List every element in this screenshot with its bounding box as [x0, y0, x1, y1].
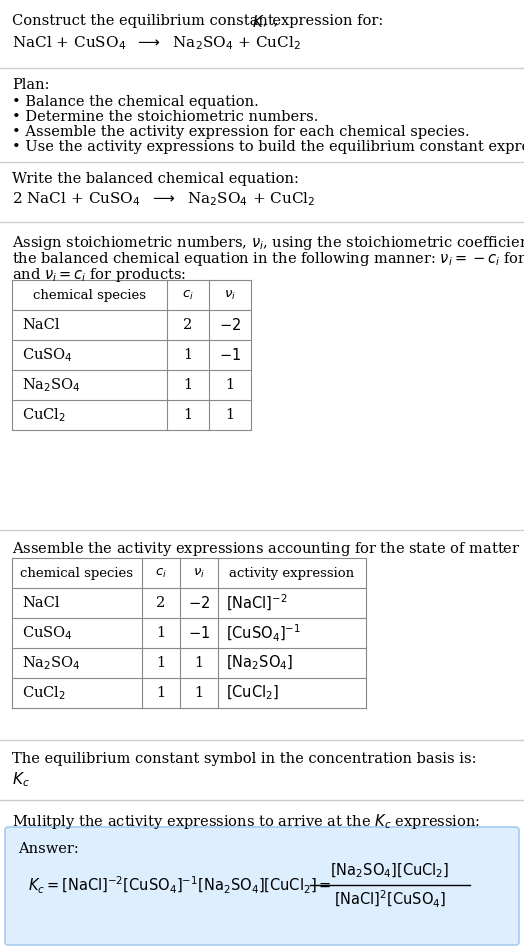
Text: $[\mathrm{Na_2SO_4}]$: $[\mathrm{Na_2SO_4}]$: [226, 653, 293, 672]
Text: chemical species: chemical species: [33, 288, 146, 301]
Text: Na$_2$SO$_4$: Na$_2$SO$_4$: [22, 377, 81, 394]
Text: $\nu_i$: $\nu_i$: [193, 567, 205, 579]
Text: chemical species: chemical species: [20, 567, 134, 579]
Text: Write the balanced chemical equation:: Write the balanced chemical equation:: [12, 172, 299, 186]
Text: Plan:: Plan:: [12, 78, 49, 92]
Text: 2 NaCl + CuSO$_4$  $\longrightarrow$  Na$_2$SO$_4$ + CuCl$_2$: 2 NaCl + CuSO$_4$ $\longrightarrow$ Na$_…: [12, 190, 315, 207]
Text: the balanced chemical equation in the following manner: $\nu_i = -c_i$ for react: the balanced chemical equation in the fo…: [12, 250, 524, 268]
Text: $[\mathrm{CuCl_2}]$: $[\mathrm{CuCl_2}]$: [226, 684, 279, 702]
Text: $K_c$: $K_c$: [12, 770, 30, 788]
Text: 1: 1: [157, 686, 166, 700]
Text: $-2$: $-2$: [219, 317, 241, 333]
Text: 1: 1: [183, 348, 192, 362]
Text: CuCl$_2$: CuCl$_2$: [22, 684, 66, 702]
Text: and $\nu_i = c_i$ for products:: and $\nu_i = c_i$ for products:: [12, 266, 187, 284]
Text: Answer:: Answer:: [18, 842, 79, 856]
Text: $c_i$: $c_i$: [182, 288, 194, 301]
Text: 1: 1: [183, 378, 192, 392]
Text: $K$: $K$: [252, 14, 265, 30]
Text: 2: 2: [183, 318, 193, 332]
Text: CuSO$_4$: CuSO$_4$: [22, 346, 73, 364]
Text: • Use the activity expressions to build the equilibrium constant expression.: • Use the activity expressions to build …: [12, 140, 524, 154]
Text: 2: 2: [156, 596, 166, 610]
Text: The equilibrium constant symbol in the concentration basis is:: The equilibrium constant symbol in the c…: [12, 752, 476, 766]
Text: NaCl: NaCl: [22, 596, 60, 610]
Text: NaCl: NaCl: [22, 318, 60, 332]
Text: $-1$: $-1$: [188, 625, 210, 641]
Text: NaCl + CuSO$_4$  $\longrightarrow$  Na$_2$SO$_4$ + CuCl$_2$: NaCl + CuSO$_4$ $\longrightarrow$ Na$_2$…: [12, 34, 301, 51]
Text: , expression for:: , expression for:: [263, 14, 383, 28]
Text: 1: 1: [183, 408, 192, 422]
Text: 1: 1: [194, 656, 203, 670]
Text: $-2$: $-2$: [188, 595, 210, 611]
Text: 1: 1: [157, 626, 166, 640]
Text: Mulitply the activity expressions to arrive at the $K_c$ expression:: Mulitply the activity expressions to arr…: [12, 812, 480, 831]
Text: Na$_2$SO$_4$: Na$_2$SO$_4$: [22, 654, 81, 671]
Text: CuCl$_2$: CuCl$_2$: [22, 406, 66, 424]
Text: • Balance the chemical equation.: • Balance the chemical equation.: [12, 95, 259, 109]
Text: $[\mathrm{CuSO_4}]^{-1}$: $[\mathrm{CuSO_4}]^{-1}$: [226, 623, 301, 644]
Text: $\nu_i$: $\nu_i$: [224, 288, 236, 301]
Text: 1: 1: [225, 378, 235, 392]
Text: • Assemble the activity expression for each chemical species.: • Assemble the activity expression for e…: [12, 125, 470, 139]
Text: $[\mathrm{NaCl}]^2[\mathrm{CuSO_4}]$: $[\mathrm{NaCl}]^2[\mathrm{CuSO_4}]$: [334, 888, 446, 909]
Text: $[\mathrm{Na_2SO_4}][\mathrm{CuCl_2}]$: $[\mathrm{Na_2SO_4}][\mathrm{CuCl_2}]$: [330, 862, 450, 881]
Text: $-1$: $-1$: [219, 347, 241, 363]
Text: 1: 1: [157, 656, 166, 670]
FancyBboxPatch shape: [5, 827, 519, 945]
Text: • Determine the stoichiometric numbers.: • Determine the stoichiometric numbers.: [12, 110, 319, 124]
Text: CuSO$_4$: CuSO$_4$: [22, 624, 73, 642]
Text: $K_c = [\mathrm{NaCl}]^{-2}[\mathrm{CuSO_4}]^{-1}[\mathrm{Na_2SO_4}][\mathrm{CuC: $K_c = [\mathrm{NaCl}]^{-2}[\mathrm{CuSO…: [28, 875, 332, 896]
Text: Assign stoichiometric numbers, $\nu_i$, using the stoichiometric coefficients, $: Assign stoichiometric numbers, $\nu_i$, …: [12, 234, 524, 252]
Text: 1: 1: [225, 408, 235, 422]
Text: $c_i$: $c_i$: [155, 567, 167, 579]
Text: activity expression: activity expression: [230, 567, 355, 579]
Text: Assemble the activity expressions accounting for the state of matter and $\nu_i$: Assemble the activity expressions accoun…: [12, 540, 524, 558]
Text: Construct the equilibrium constant,: Construct the equilibrium constant,: [12, 14, 283, 28]
Text: $[\mathrm{NaCl}]^{-2}$: $[\mathrm{NaCl}]^{-2}$: [226, 592, 288, 613]
Text: 1: 1: [194, 686, 203, 700]
